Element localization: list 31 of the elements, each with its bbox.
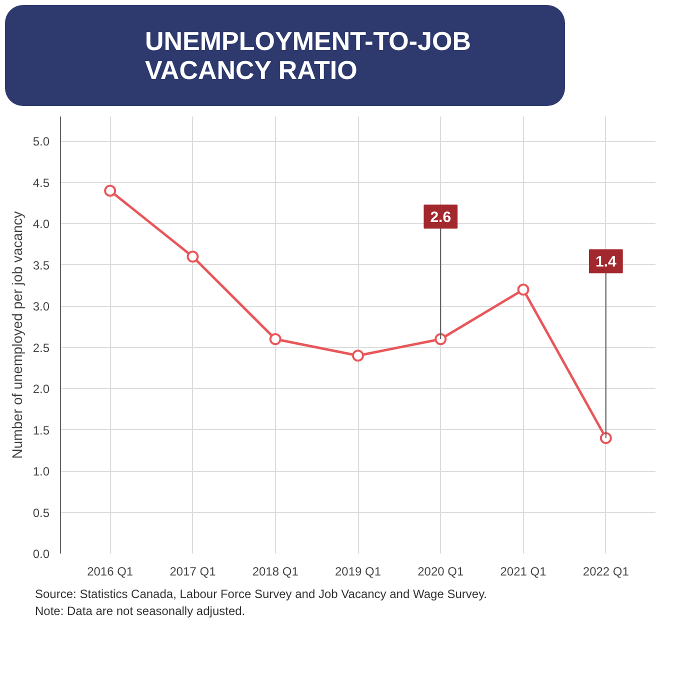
y-tick-label: 1.0 (32, 464, 50, 479)
point (600, 432, 612, 444)
text: Note: Data are not seasonally adjusted. (35, 604, 246, 618)
y-tick-label: 0.0 (32, 547, 50, 562)
y-tick-label: 3.0 (32, 300, 50, 314)
y-axis-title: Number of unemployed per job vacancy (8, 211, 25, 459)
y-tick-label: 1.5 (32, 424, 50, 438)
x-tick-label: 2017 Q1 (170, 564, 216, 579)
x-tick-label: 2018 Q1 (252, 564, 299, 579)
x-tick-label: 2016 Q1 (87, 564, 134, 579)
annotation: 2.6 (430, 209, 452, 226)
y-tick-label: 3.5 (32, 258, 50, 273)
x-tick-label: 2021 Q1 (500, 564, 547, 579)
y-tick-label: 5.0 (32, 134, 50, 149)
annotation: 1.4 (595, 254, 617, 271)
y-tick-label: 2.5 (32, 341, 50, 356)
point (269, 333, 282, 346)
point (104, 184, 116, 197)
y-tick-label: 4.0 (32, 217, 50, 232)
x-tick-label: 2019 Q1 (334, 564, 382, 579)
point (352, 350, 364, 362)
y-tick-label: 2.0 (32, 382, 50, 396)
y-tick-label: 0.5 (32, 506, 50, 520)
y-tick-label: 4.5 (32, 176, 50, 190)
source-note: Source: Statistics Canada, Labour Force Survey and Job Vacancy and Wage Survey. (35, 587, 488, 602)
x-tick-label: 2020 Q1 (418, 564, 464, 579)
x-tick-label: 2022 Q1 (582, 564, 630, 579)
point (517, 284, 530, 296)
point (186, 250, 199, 263)
chart-title: UNEMPLOYMENT-TO-JOB VACANCY RATIO (145, 26, 472, 85)
point (434, 333, 447, 346)
